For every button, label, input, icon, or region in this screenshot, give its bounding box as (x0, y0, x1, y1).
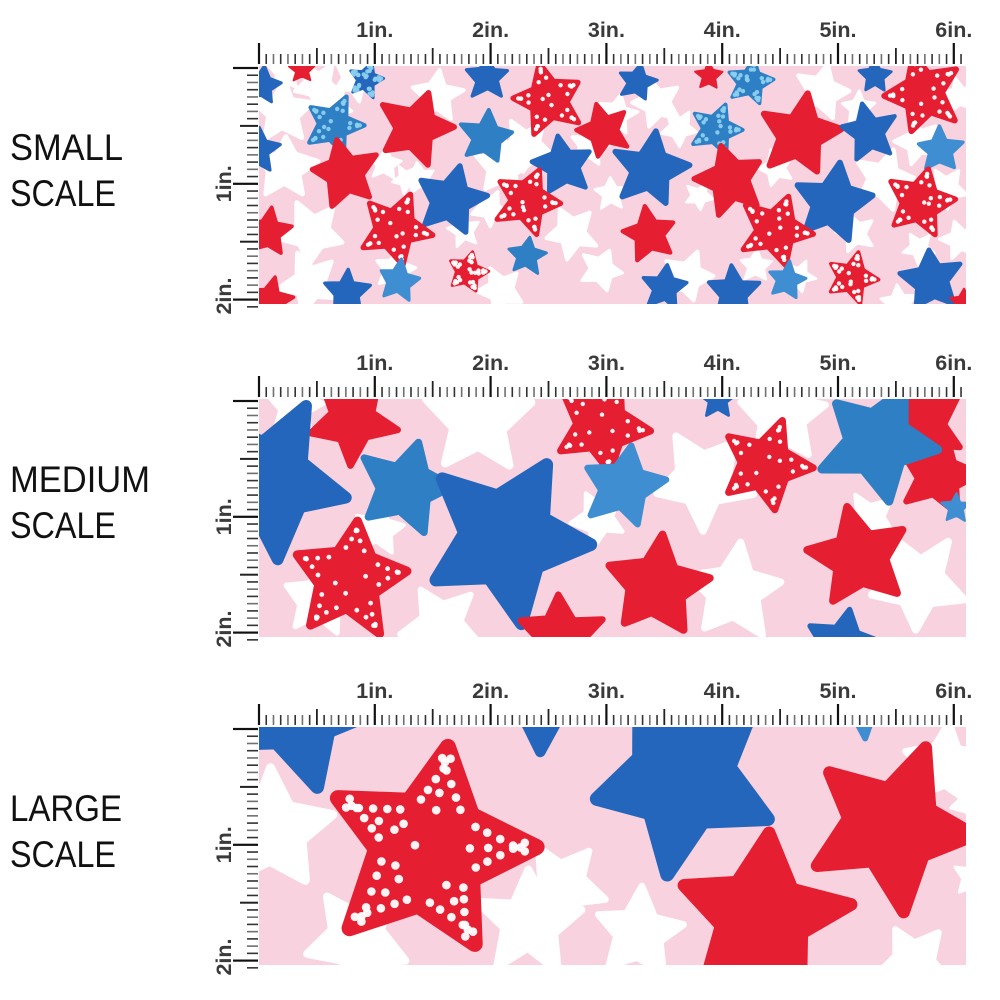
svg-text:LARGE: LARGE (10, 787, 122, 829)
svg-text:1in.: 1in. (356, 679, 393, 703)
svg-text:1in.: 1in. (212, 826, 236, 863)
svg-text:6in.: 6in. (935, 351, 972, 375)
svg-text:5in.: 5in. (819, 18, 856, 42)
svg-text:2in.: 2in. (212, 610, 236, 647)
svg-text:1in.: 1in. (212, 165, 236, 202)
svg-text:5in.: 5in. (819, 679, 856, 703)
svg-text:4in.: 4in. (704, 351, 741, 375)
svg-text:4in.: 4in. (704, 18, 741, 42)
svg-text:5in.: 5in. (819, 351, 856, 375)
svg-text:1in.: 1in. (356, 18, 393, 42)
svg-text:2in.: 2in. (212, 277, 236, 314)
svg-text:SCALE: SCALE (10, 504, 116, 546)
svg-text:2in.: 2in. (472, 351, 509, 375)
svg-text:6in.: 6in. (935, 679, 972, 703)
svg-text:2in.: 2in. (472, 18, 509, 42)
svg-text:MEDIUM: MEDIUM (10, 458, 150, 500)
svg-text:1in.: 1in. (212, 498, 236, 535)
svg-text:2in.: 2in. (472, 679, 509, 703)
svg-text:6in.: 6in. (935, 18, 972, 42)
svg-text:SCALE: SCALE (10, 833, 116, 875)
svg-text:3in.: 3in. (588, 18, 625, 42)
svg-text:1in.: 1in. (356, 351, 393, 375)
svg-text:SMALL: SMALL (10, 126, 123, 168)
svg-text:3in.: 3in. (588, 679, 625, 703)
svg-text:SCALE: SCALE (10, 172, 116, 214)
svg-text:2in.: 2in. (212, 938, 236, 975)
svg-text:3in.: 3in. (588, 351, 625, 375)
svg-text:4in.: 4in. (704, 679, 741, 703)
